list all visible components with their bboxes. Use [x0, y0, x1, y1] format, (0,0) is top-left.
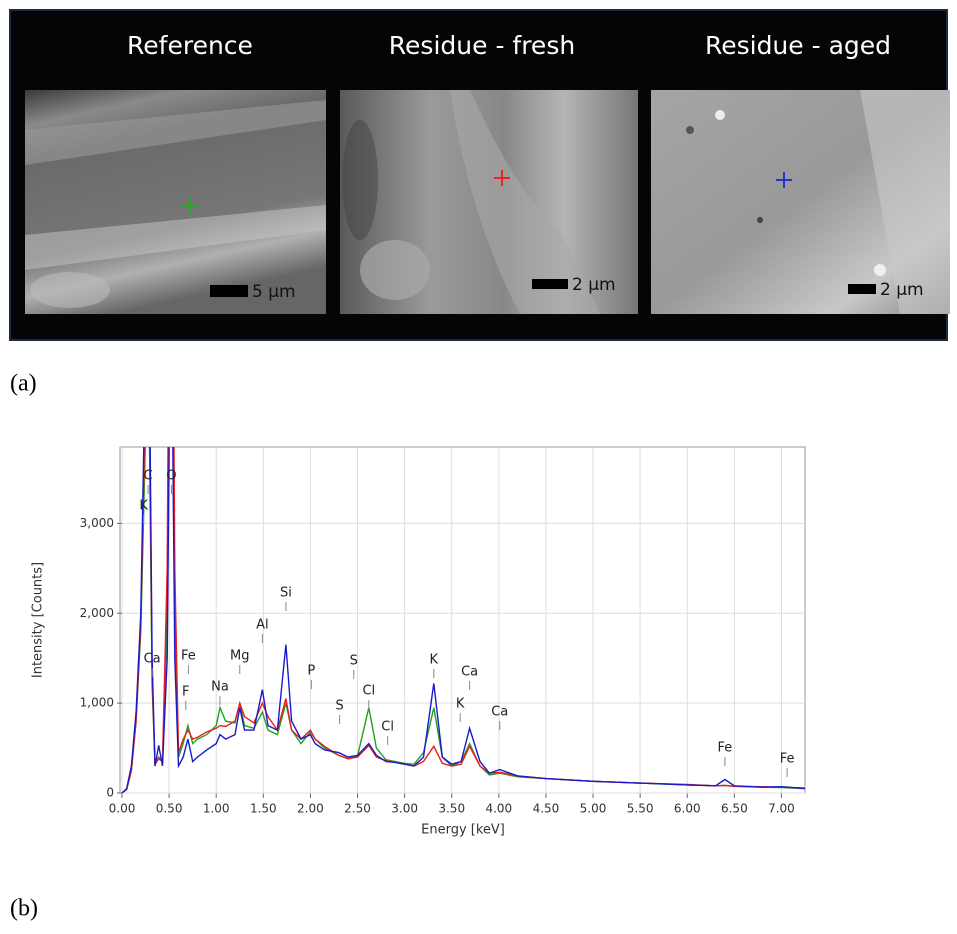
image-title: Reference: [127, 31, 253, 60]
x-tick-label: 5.00: [580, 802, 607, 816]
image-title: Residue - fresh: [389, 31, 575, 60]
scale-bar: [532, 279, 568, 289]
peak-label: Na: [211, 680, 229, 695]
scale-label: 2 μm: [880, 280, 924, 300]
peak-label: K: [430, 653, 439, 668]
peak-label: Al: [256, 618, 269, 633]
image-title: Residue - aged: [705, 31, 891, 60]
sem-image: [651, 90, 950, 314]
x-tick-label: 7.00: [768, 802, 795, 816]
peak-label: Fe: [718, 741, 733, 756]
scale-label: 5 μm: [252, 282, 296, 302]
peak-label: Ca: [144, 652, 161, 667]
peak-label: Ca: [491, 705, 508, 720]
peak-label: C: [144, 469, 153, 484]
peak-label: F: [182, 685, 189, 700]
cross-marker: [776, 172, 792, 188]
y-tick-label: 1,000: [80, 696, 114, 710]
y-tick-label: 3,000: [80, 516, 114, 530]
panel-label: (b): [10, 896, 38, 922]
x-tick-label: 4.00: [485, 802, 512, 816]
peak-label: Cl: [362, 684, 375, 699]
x-tick-label: 1.50: [250, 802, 277, 816]
x-tick-label: 6.00: [674, 802, 701, 816]
x-tick-label: 1.00: [203, 802, 230, 816]
peak-label: Ca: [461, 665, 478, 680]
x-tick-label: 2.00: [297, 802, 324, 816]
y-axis-title: Intensity [Counts]: [31, 562, 46, 678]
y-tick-label: 0: [106, 786, 114, 800]
scale-bar: [210, 285, 248, 297]
x-tick-label: 0.00: [109, 802, 136, 816]
x-tick-label: 6.50: [721, 802, 748, 816]
x-tick-label: 0.50: [156, 802, 183, 816]
peak-label: S: [350, 654, 358, 669]
crosses: [182, 170, 792, 214]
x-tick-label: 3.00: [391, 802, 418, 816]
scale-bar: [848, 284, 876, 294]
chart: 0.00 0.50 1.00 1.50 2.00 2.50 3.00 3.50 4.00 4.50…: [80, 447, 805, 816]
x-tick-label: 3.50: [438, 802, 465, 816]
panel-label: (a): [10, 371, 37, 397]
peak-label: Mg: [230, 649, 249, 664]
peak-label: S: [335, 699, 343, 714]
x-tick-label: 5.50: [627, 802, 654, 816]
peak-label: K: [456, 697, 465, 712]
peak-label: O: [166, 469, 176, 484]
sem-image: [25, 90, 326, 314]
cross-marker: [182, 198, 198, 214]
peak-label: Si: [280, 586, 292, 601]
scale-label: 2 μm: [572, 275, 616, 295]
y-tick-label: 2,000: [80, 606, 114, 620]
peak-label: Fe: [780, 752, 795, 767]
spectrum-line: [121, 447, 805, 793]
peak-label: K: [139, 499, 148, 514]
x-tick-label: 2.50: [344, 802, 371, 816]
sem-image: [340, 90, 638, 314]
plot-area: [119, 446, 806, 794]
peak-label: Cl: [381, 720, 394, 735]
series-group: [121, 447, 805, 793]
peak-label: Fe: [181, 649, 196, 664]
x-axis-title: Energy [keV]: [421, 823, 505, 838]
peak-label: P: [307, 664, 315, 679]
cross-marker: [494, 170, 510, 186]
x-tick-label: 4.50: [533, 802, 560, 816]
spectrum-line: [121, 447, 805, 793]
